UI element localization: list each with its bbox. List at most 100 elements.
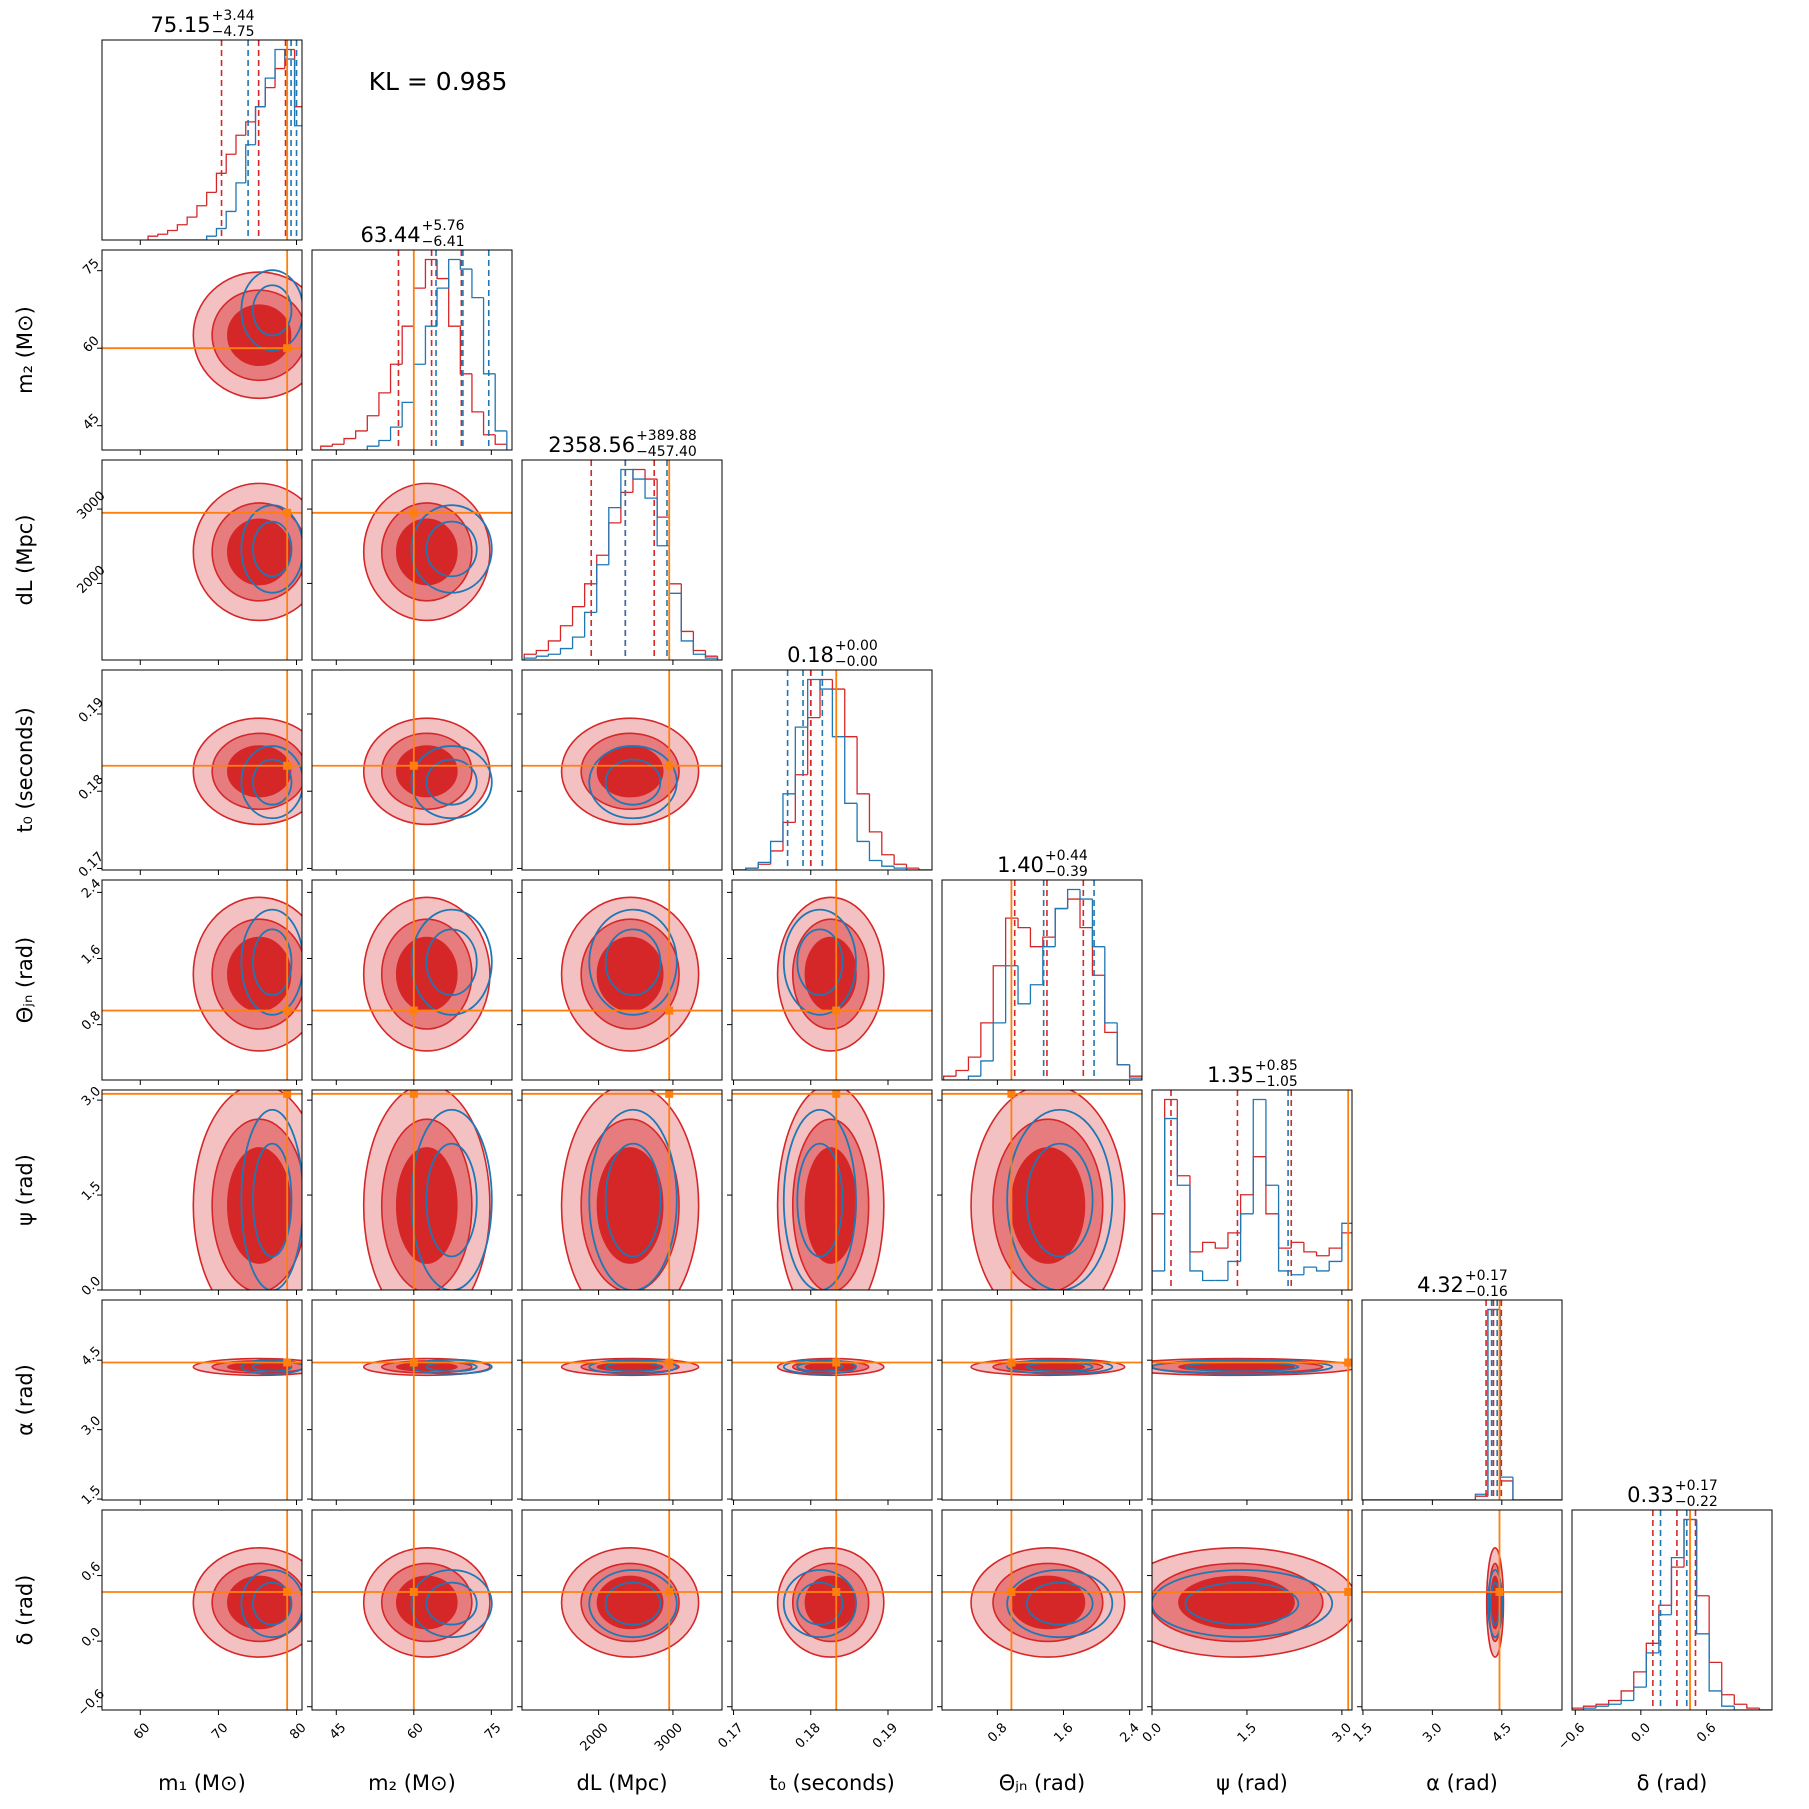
panel-title: 63.44 — [360, 223, 420, 247]
contour-line — [410, 1569, 493, 1639]
hist-step — [1670, 1566, 1685, 1606]
hist-step — [1214, 1242, 1228, 1249]
hist-step — [424, 258, 438, 289]
hist-step — [668, 517, 682, 585]
panel — [942, 1090, 1142, 1290]
y-tick-label: 1.5 — [79, 1179, 104, 1204]
contour-line — [240, 1358, 302, 1375]
title-plus: +0.17 — [1465, 1268, 1508, 1284]
y-axis-label: δ (rad) — [13, 1575, 37, 1646]
hist-step — [215, 172, 227, 193]
panel — [102, 1510, 302, 1710]
hist-step — [293, 59, 302, 127]
panel — [102, 1090, 302, 1290]
y-axis-label: t₀ (seconds) — [13, 707, 37, 833]
hist-step — [692, 631, 706, 652]
hist-step — [704, 654, 718, 659]
title-minus: −457.40 — [636, 444, 697, 460]
truth-marker — [409, 1006, 418, 1015]
y-tick-label: 75 — [80, 256, 102, 278]
hist-step — [225, 210, 236, 229]
hist-step — [967, 1056, 981, 1071]
panel-frame — [311, 1509, 513, 1711]
hist-step — [436, 287, 449, 327]
hist-step — [1290, 1241, 1304, 1249]
hist-step — [1341, 1222, 1352, 1262]
contour-line — [425, 928, 478, 997]
panel-frame — [521, 1299, 723, 1501]
title-minus: −4.75 — [212, 24, 255, 40]
x-tick-label: 70 — [209, 1720, 231, 1742]
panel-title: 0.18 — [787, 643, 834, 667]
contour-line — [588, 745, 678, 820]
hist-step — [844, 736, 858, 804]
panel — [523, 460, 719, 660]
contour-line — [796, 1581, 844, 1626]
truth-marker — [832, 1358, 841, 1367]
hist-step — [992, 965, 1006, 1023]
hist-step — [644, 479, 658, 499]
hist-step — [1164, 1098, 1178, 1214]
y-tick-label: 0.0 — [79, 1274, 104, 1299]
hist-step — [206, 235, 217, 240]
contour-line — [410, 908, 493, 1016]
hist-step — [1277, 1185, 1292, 1272]
panel — [312, 1510, 512, 1710]
panel-title: 75.15 — [150, 13, 210, 37]
panel-frame — [1361, 1299, 1563, 1501]
panel-frame — [941, 1299, 1143, 1501]
panel-frame — [1151, 1299, 1353, 1501]
truth-marker — [1007, 1587, 1016, 1596]
panel-frame — [731, 1299, 933, 1501]
hist-step — [571, 606, 585, 626]
truth-marker — [1495, 1587, 1504, 1596]
hist-step — [1128, 1064, 1142, 1077]
hist-step — [1290, 1270, 1304, 1276]
contour-line — [1025, 1581, 1094, 1626]
y-tick-label: 4.5 — [79, 1344, 104, 1369]
x-tick-label: 1.5 — [1351, 1720, 1376, 1745]
truth-marker — [409, 1358, 418, 1367]
truth-marker — [1007, 1358, 1016, 1367]
x-tick-label: 3.0 — [1330, 1720, 1355, 1745]
hist-step — [1474, 1493, 1488, 1500]
hist-step — [1176, 1099, 1190, 1177]
hist-step — [596, 554, 609, 584]
hist-step — [366, 415, 379, 431]
truth-marker — [283, 1358, 292, 1367]
hist-step — [1746, 1704, 1760, 1709]
hist-step — [147, 235, 158, 240]
hist-step — [1079, 899, 1093, 929]
contour-line — [604, 928, 662, 997]
hist-step — [523, 657, 537, 660]
hist-step — [547, 640, 561, 651]
hist-step — [366, 445, 379, 450]
truth-marker — [832, 1090, 841, 1098]
x-tick-label: 0.0 — [1629, 1720, 1654, 1745]
hist-step — [355, 430, 368, 439]
truth-marker — [1344, 1358, 1352, 1367]
hist-step — [1079, 889, 1093, 900]
hist-step — [632, 469, 646, 480]
hist-step — [535, 649, 549, 655]
title-plus: +0.44 — [1045, 848, 1088, 864]
hist-step — [1633, 1671, 1647, 1691]
panel — [102, 670, 302, 870]
hist-step — [1721, 1662, 1735, 1696]
hist-step — [245, 121, 256, 136]
hist-step — [215, 227, 227, 237]
hist-step — [1758, 1708, 1772, 1710]
panel-frame — [731, 1089, 933, 1291]
hist-step — [1620, 1690, 1634, 1701]
hist-step — [1721, 1690, 1735, 1707]
title-plus: +0.85 — [1255, 1058, 1298, 1074]
panel-frame — [101, 1299, 303, 1501]
panel — [942, 1510, 1142, 1710]
panel — [522, 1510, 722, 1710]
panel — [1152, 1510, 1352, 1710]
hist-step — [1633, 1686, 1647, 1701]
truth-marker — [283, 344, 292, 353]
contour-line — [1006, 1358, 1114, 1375]
contour-fill — [804, 936, 857, 1012]
